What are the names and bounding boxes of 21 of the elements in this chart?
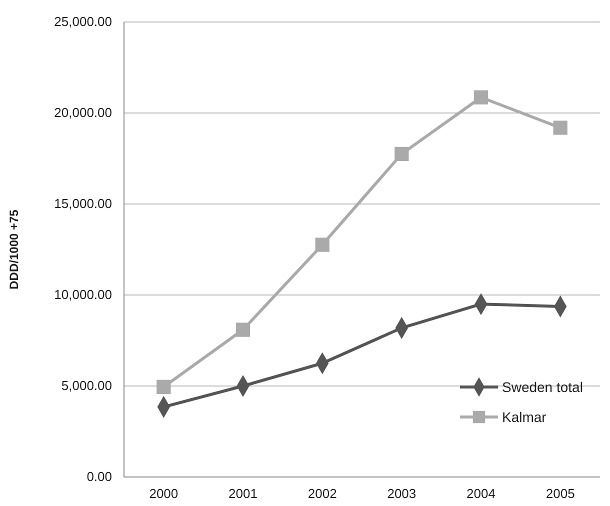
y-tick-label: 0.00: [86, 469, 112, 484]
y-tick-label: 15,000.00: [54, 196, 112, 212]
x-tick-label: 2002: [308, 486, 337, 502]
y-tick-label: 10,000.00: [54, 287, 112, 302]
x-tick-label: 2005: [546, 486, 575, 502]
y-tick-label: 25,000.00: [54, 14, 112, 30]
legend-label: Sweden total: [502, 379, 583, 395]
x-tick-label: 2001: [228, 486, 258, 502]
point: [156, 380, 171, 394]
legend-label: Kalmar: [502, 409, 547, 425]
y-tick-label: 20,000.00: [54, 105, 112, 120]
x-tick-label: 2004: [466, 486, 496, 502]
x-tick-label: 2003: [387, 486, 416, 502]
point: [315, 238, 330, 252]
point: [474, 90, 488, 104]
point: [553, 120, 568, 135]
y-axis-title: DDD/1000 +75: [7, 209, 21, 290]
x-tick-label: 2000: [149, 486, 178, 502]
point: [236, 322, 250, 337]
point: [394, 146, 409, 162]
y-tick-label: 5,000.00: [61, 378, 112, 394]
